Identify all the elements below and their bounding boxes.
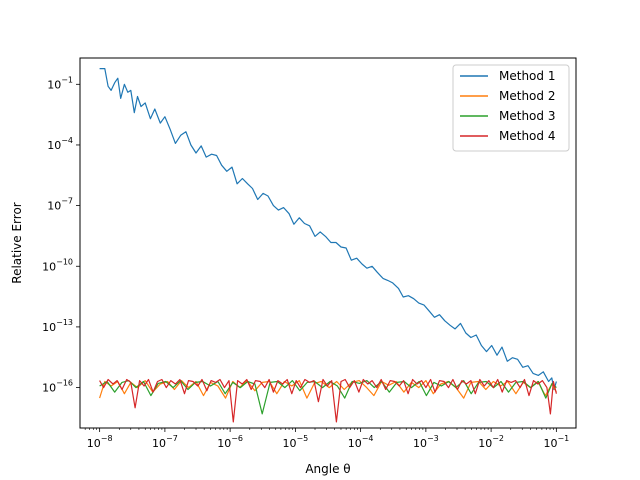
y-tick-label: 10−16 xyxy=(42,379,73,395)
x-tick-label: 10−5 xyxy=(282,434,308,450)
x-tick-label: 10−6 xyxy=(217,434,243,450)
legend: Method 1 Method 2 Method 3 Method 4 xyxy=(452,64,570,152)
series-line-3 xyxy=(99,380,557,415)
series-line-1 xyxy=(99,67,557,391)
x-tick-label: 10−4 xyxy=(348,434,374,450)
y-tick-label: 10−13 xyxy=(42,318,73,334)
x-axis-label: Angle θ xyxy=(305,462,350,476)
legend-label-3: Method 3 xyxy=(499,109,555,123)
legend-label-2: Method 2 xyxy=(499,89,555,103)
x-tick-label: 10−3 xyxy=(413,434,439,450)
y-tick-label: 10−1 xyxy=(47,75,73,91)
legend-box xyxy=(452,64,570,152)
axes-frame xyxy=(79,57,577,429)
x-tick-label: 10−1 xyxy=(543,434,569,450)
y-tick-label: 10−10 xyxy=(42,257,73,273)
y-axis-label: Relative Error xyxy=(10,202,24,284)
x-tick-label: 10−7 xyxy=(152,434,178,450)
y-tick-label: 10−7 xyxy=(47,197,73,213)
series-line-4 xyxy=(99,378,557,423)
series-layer xyxy=(99,67,557,423)
x-axis-ticks: 10−8 10−7 10−6 10−5 10−4 10−3 10−2 10−1 xyxy=(84,428,569,450)
y-axis-ticks: 10−16 10−13 10−10 10−7 10−4 10−1 xyxy=(42,75,80,395)
legend-label-1: Method 1 xyxy=(499,69,555,83)
x-tick-label: 10−8 xyxy=(87,434,113,450)
x-tick-label: 10−2 xyxy=(478,434,504,450)
y-tick-label: 10−4 xyxy=(47,136,73,152)
legend-label-4: Method 4 xyxy=(499,129,555,143)
